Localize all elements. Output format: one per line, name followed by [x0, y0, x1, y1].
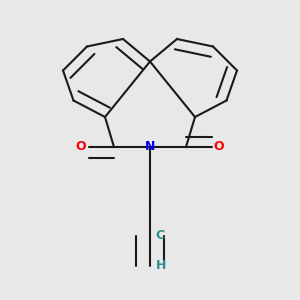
Text: N: N [145, 140, 155, 154]
Text: H: H [155, 259, 166, 272]
Text: O: O [214, 140, 224, 154]
Text: C: C [155, 229, 164, 242]
Text: O: O [76, 140, 86, 154]
